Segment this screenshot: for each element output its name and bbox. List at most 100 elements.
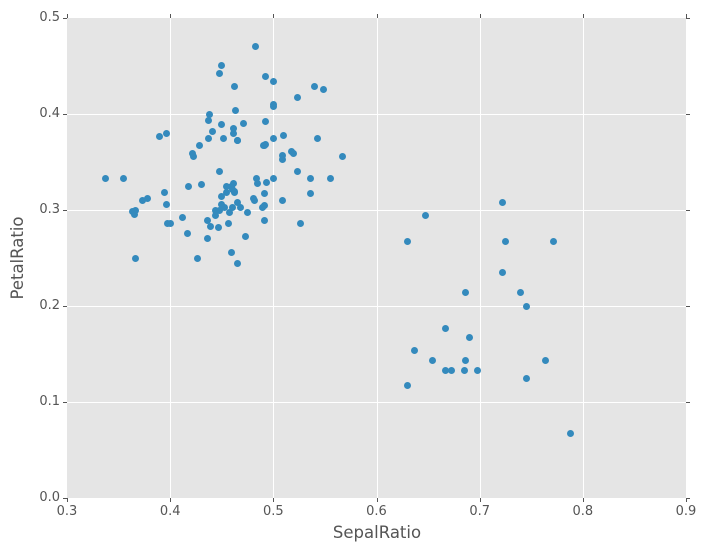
- data-point: [224, 220, 232, 228]
- y-tick-mark: [63, 210, 67, 211]
- data-point: [234, 260, 242, 268]
- x-tick-mark: [376, 498, 378, 502]
- data-point: [306, 174, 314, 182]
- data-point: [185, 182, 193, 190]
- data-point: [465, 334, 473, 342]
- data-point: [163, 200, 171, 208]
- data-point: [410, 346, 418, 354]
- x-tick-label: 0.4: [159, 504, 181, 519]
- data-point: [215, 168, 223, 176]
- data-point: [306, 190, 314, 198]
- data-point: [296, 220, 304, 228]
- y-tick-mark-right: [686, 18, 690, 19]
- data-point: [441, 366, 449, 374]
- data-point: [502, 238, 510, 246]
- data-point: [198, 181, 206, 189]
- y-tick-mark: [63, 306, 67, 307]
- data-point: [217, 200, 225, 208]
- data-point: [212, 206, 220, 214]
- data-point: [441, 325, 449, 333]
- data-point: [161, 189, 169, 197]
- data-point: [178, 214, 186, 222]
- gridline-horizontal: [67, 306, 686, 307]
- data-point: [219, 134, 227, 142]
- data-point: [294, 167, 302, 175]
- y-tick-mark-right: [686, 306, 690, 307]
- x-tick-mark: [479, 498, 481, 502]
- data-point: [278, 197, 286, 205]
- data-point: [250, 194, 258, 202]
- data-point: [319, 85, 327, 93]
- data-point: [269, 102, 277, 110]
- data-point: [462, 357, 470, 365]
- data-point: [261, 202, 269, 210]
- x-tick-label: 0.5: [262, 504, 284, 519]
- data-point: [338, 153, 346, 161]
- data-point: [230, 125, 238, 133]
- data-point: [222, 189, 230, 197]
- data-point: [428, 357, 436, 365]
- data-point: [227, 249, 235, 257]
- data-point: [269, 134, 277, 142]
- y-tick-label: 0.4: [39, 106, 60, 121]
- data-point: [462, 288, 470, 296]
- x-tick-mark: [170, 498, 172, 502]
- data-point: [327, 174, 335, 182]
- gridline-horizontal: [67, 114, 686, 115]
- data-point: [215, 69, 223, 77]
- data-point: [262, 73, 270, 81]
- data-point: [234, 199, 242, 207]
- data-point: [499, 268, 507, 276]
- gridline-vertical: [376, 18, 378, 498]
- data-point: [155, 132, 163, 140]
- data-point: [403, 381, 411, 389]
- data-point: [263, 179, 271, 187]
- x-tick-label: 0.7: [469, 504, 490, 519]
- x-tick-mark-top: [170, 14, 172, 18]
- data-point: [230, 180, 238, 188]
- x-tick-label: 0.3: [56, 504, 78, 519]
- y-tick-mark-right: [686, 114, 690, 115]
- data-point: [278, 151, 286, 159]
- data-point: [252, 42, 260, 50]
- data-point: [310, 83, 318, 91]
- x-tick-mark-top: [67, 14, 68, 18]
- data-point: [294, 94, 302, 102]
- y-tick-label: 0.2: [39, 298, 60, 313]
- data-point: [193, 254, 201, 262]
- data-point: [120, 174, 128, 182]
- data-point: [225, 208, 233, 216]
- y-tick-mark: [63, 114, 67, 115]
- data-point: [516, 288, 524, 296]
- data-point: [269, 174, 277, 182]
- plot-area: [67, 18, 686, 498]
- data-point: [217, 121, 225, 129]
- data-point: [550, 238, 558, 246]
- y-tick-label: 0.5: [39, 10, 60, 25]
- data-point: [260, 190, 268, 198]
- data-point: [278, 155, 286, 163]
- x-tick-mark: [67, 498, 68, 502]
- data-point: [231, 83, 239, 91]
- data-point: [280, 131, 288, 139]
- data-point: [207, 223, 215, 231]
- data-point: [228, 185, 236, 193]
- data-point: [222, 182, 230, 190]
- x-axis-label: SepalRatio: [332, 523, 422, 542]
- gridline-horizontal: [67, 210, 686, 211]
- data-point: [448, 366, 456, 374]
- data-point: [236, 204, 244, 212]
- data-point: [421, 212, 429, 220]
- data-point: [183, 229, 191, 237]
- data-point: [234, 136, 242, 144]
- data-point: [138, 196, 146, 204]
- data-point: [253, 180, 261, 188]
- data-point: [261, 141, 269, 149]
- data-point: [499, 199, 507, 207]
- data-point: [214, 223, 222, 231]
- x-tick-mark-top: [686, 14, 687, 18]
- data-point: [522, 374, 530, 382]
- x-tick-mark-top: [376, 14, 378, 18]
- x-tick-mark-top: [273, 14, 275, 18]
